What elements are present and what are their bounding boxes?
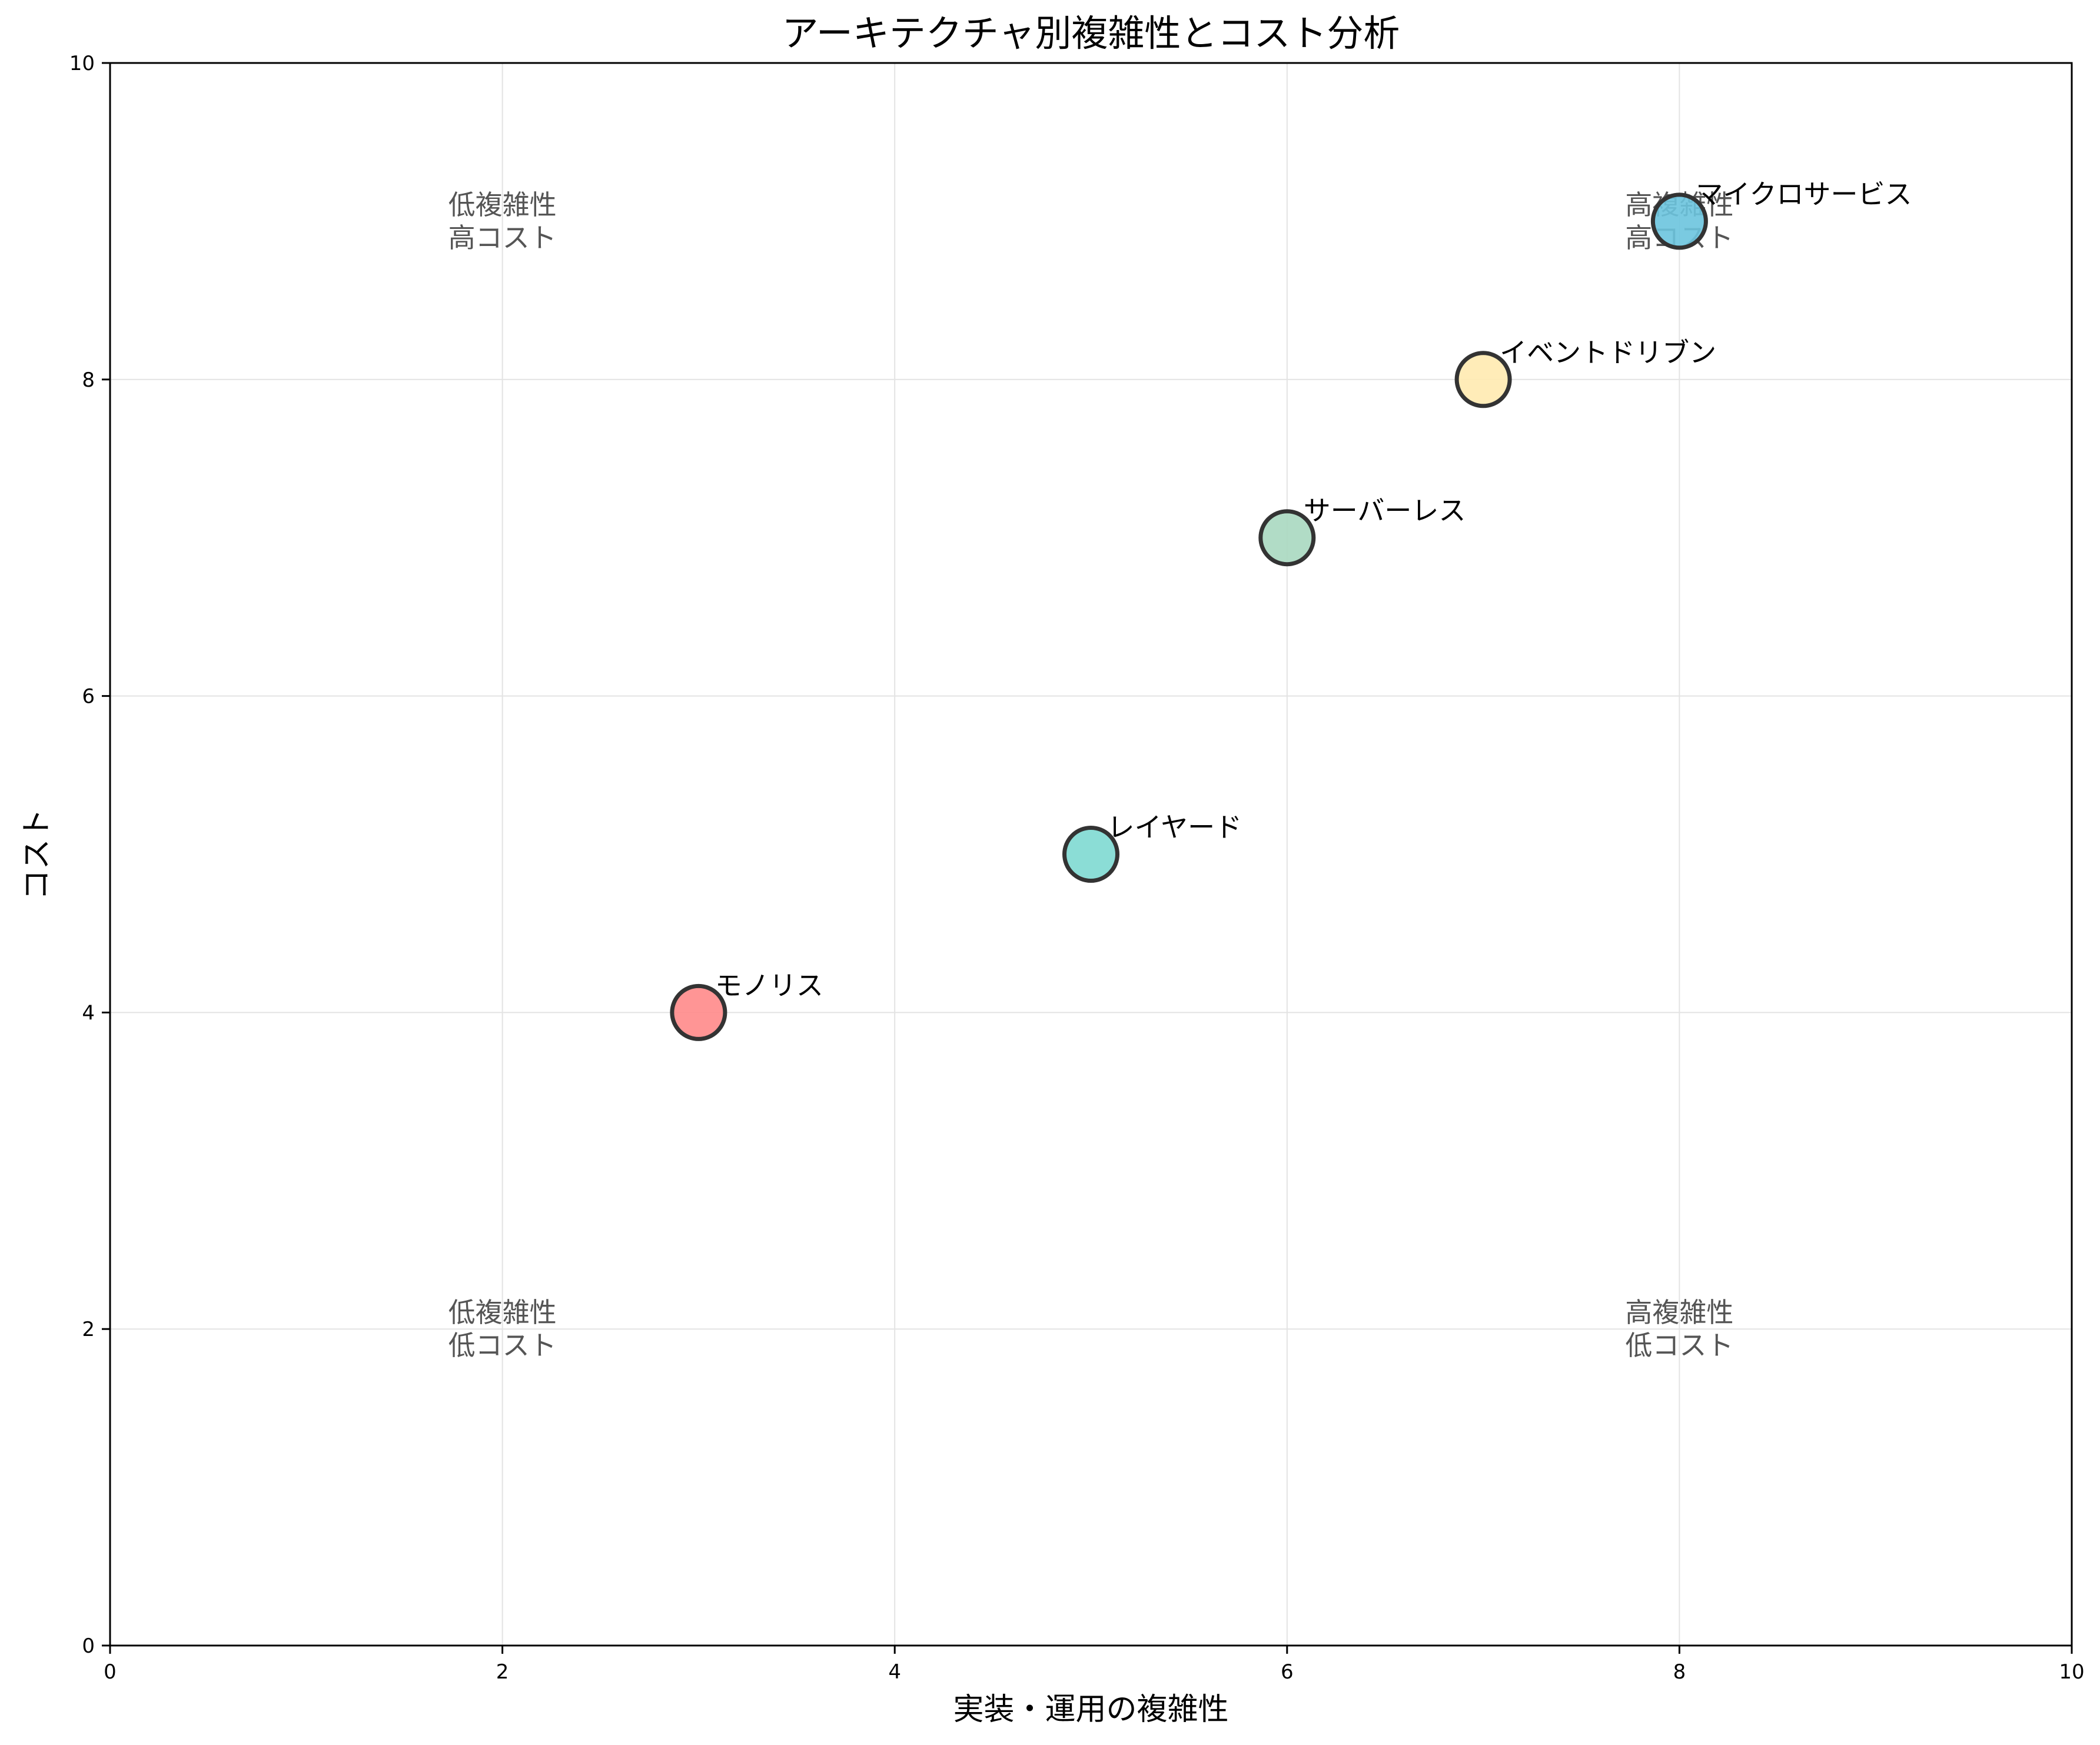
data-point (670, 983, 727, 1041)
data-point-label: レイヤード (1108, 812, 1242, 843)
data-point-label: イベントドリブン (1500, 337, 1716, 368)
data-point-label: マイクロサービス (1696, 178, 1912, 210)
quadrant-label: 低複雑性 (448, 189, 557, 221)
data-point-label: モノリス (715, 969, 823, 1001)
y-axis-label: コスト (19, 808, 55, 900)
point-labels: モノリス レイヤード サーバーレス イベントドリブン マイクロサービス (715, 178, 1912, 1002)
x-tick-label: 8 (1673, 1660, 1686, 1684)
data-point (1454, 351, 1512, 408)
x-tick-label: 10 (2059, 1660, 2084, 1684)
y-tick-label: 8 (82, 368, 95, 392)
chart-title: アーキテクチャ別複雑性とコスト分析 (782, 12, 1400, 55)
x-tick-label: 2 (496, 1660, 509, 1684)
y-tick-label: 6 (82, 685, 95, 709)
quadrant-label: 低複雑性 (448, 1297, 557, 1328)
data-point (1258, 509, 1316, 567)
quadrant-label: 高コスト (448, 222, 557, 254)
y-tick-label: 10 (69, 52, 95, 75)
quadrant-label: 低コスト (448, 1329, 557, 1361)
quadrant-label: 高複雑性 (1625, 1297, 1733, 1328)
data-point (1062, 826, 1119, 883)
y-axis-ticks: 0 2 4 6 8 10 (69, 52, 110, 1658)
quadrant-label: 低コスト (1625, 1329, 1733, 1361)
x-axis-label: 実装・運用の複雑性 (953, 1692, 1228, 1727)
x-tick-label: 4 (888, 1660, 901, 1684)
plot-frame (109, 62, 2073, 1647)
x-axis-ticks: 0 2 4 6 8 10 (104, 1646, 2085, 1684)
x-tick-label: 0 (104, 1660, 117, 1684)
data-points (670, 192, 1708, 1041)
y-tick-label: 4 (82, 1001, 95, 1025)
x-tick-label: 6 (1281, 1660, 1294, 1684)
y-tick-label: 2 (82, 1318, 95, 1341)
data-point (1650, 192, 1708, 250)
data-point-label: サーバーレス (1304, 495, 1466, 527)
y-tick-label: 0 (82, 1634, 95, 1658)
